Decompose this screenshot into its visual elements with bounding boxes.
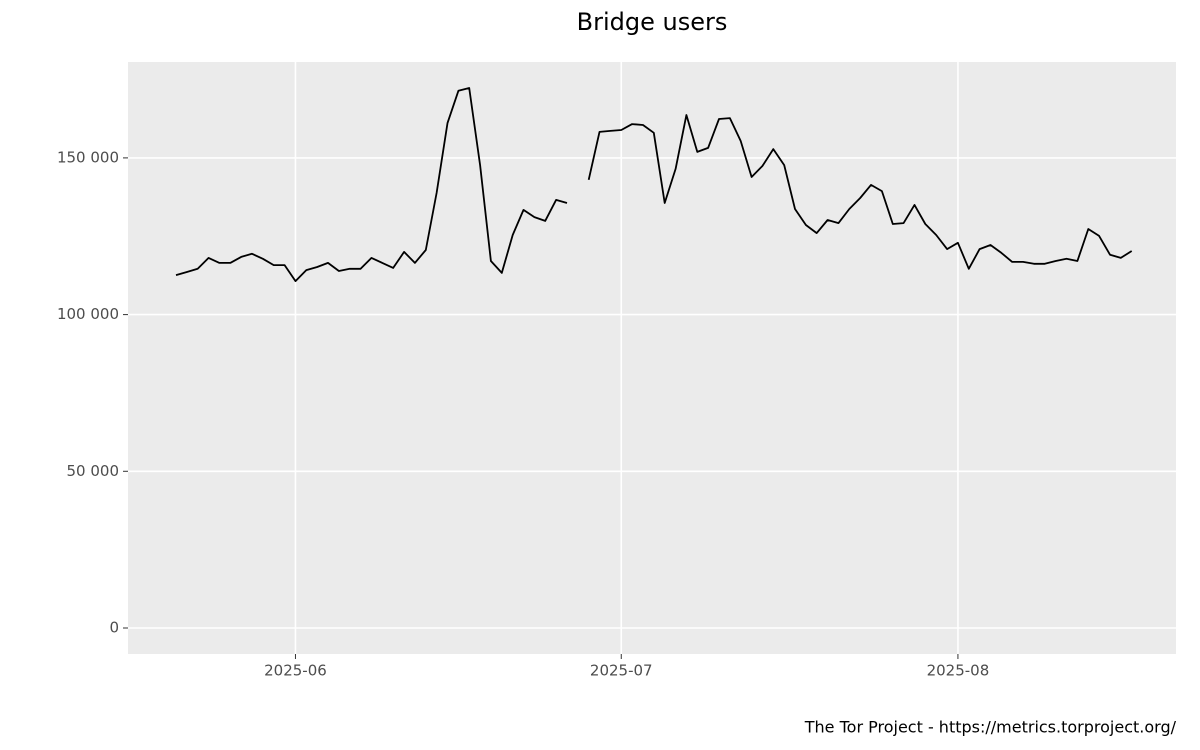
plot-panel xyxy=(128,62,1176,654)
x-tick-label: 2025-07 xyxy=(590,662,653,680)
x-tick-label: 2025-08 xyxy=(927,662,990,680)
y-tick-label: 0 xyxy=(109,618,119,636)
series-line xyxy=(175,87,1133,282)
chart-title: Bridge users xyxy=(577,8,728,36)
y-tick-label: 100 000 xyxy=(57,305,119,323)
y-tick-label: 50 000 xyxy=(67,462,120,480)
y-tick-label: 150 000 xyxy=(57,148,119,166)
caption: The Tor Project - https://metrics.torpro… xyxy=(804,718,1177,737)
x-tick-label: 2025-06 xyxy=(264,662,327,680)
